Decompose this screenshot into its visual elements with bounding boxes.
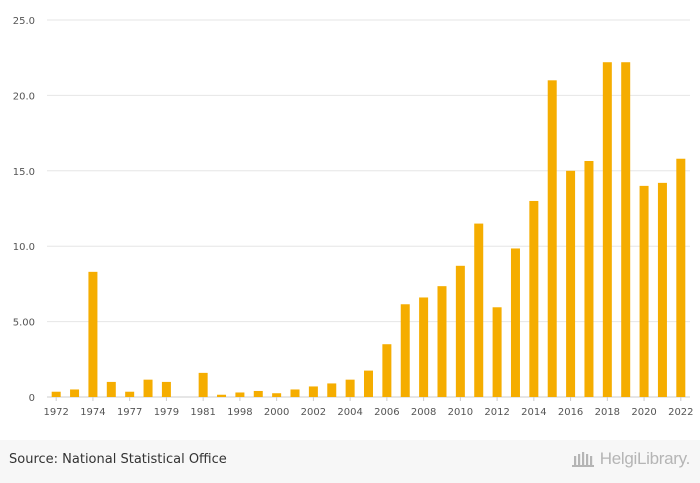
bar-2020[interactable]	[639, 185, 649, 397]
library-logo-icon	[571, 452, 594, 467]
bar-2015[interactable]	[547, 80, 557, 397]
bar-2021[interactable]	[657, 182, 667, 397]
x-tick-label: 2006	[374, 407, 399, 418]
y-tick-label: 10.0	[13, 242, 35, 253]
x-tick-label: 1979	[154, 407, 179, 418]
brand-name: HelgiLibrary.	[599, 449, 691, 468]
x-tick-label: 1972	[43, 407, 68, 418]
bar-2016[interactable]	[566, 170, 576, 397]
y-tick-label: 20.0	[13, 91, 35, 102]
bar-2009[interactable]	[437, 286, 447, 397]
bar-1977[interactable]	[125, 391, 135, 397]
bar-2002[interactable]	[308, 386, 318, 397]
bar-1976[interactable]	[106, 381, 116, 397]
x-axis-ticks: 1972 1974 1977 1979 1981 1998 2000 2002 2004 2006…	[43, 397, 694, 418]
x-tick-label: 2020	[631, 407, 656, 418]
bar-1972[interactable]	[51, 391, 61, 397]
x-tick-label: 1998	[227, 407, 252, 418]
bar-1981[interactable]	[198, 372, 208, 397]
x-tick-label: 2010	[448, 407, 473, 418]
bars	[51, 62, 686, 397]
bar-2005[interactable]	[364, 370, 373, 397]
bar-2012[interactable]	[492, 307, 502, 397]
y-tick-label: 5.00	[13, 318, 35, 329]
bar-2010[interactable]	[455, 265, 465, 397]
x-tick-label: 2012	[484, 407, 509, 418]
y-tick-label: 0	[29, 393, 35, 404]
bar-2004[interactable]	[345, 379, 355, 397]
chart-footer: Source: National Statistical Office Helg…	[0, 440, 700, 483]
bar-2000[interactable]	[272, 393, 282, 397]
bar-2008[interactable]	[419, 297, 429, 397]
bar-2006[interactable]	[382, 344, 392, 397]
x-tick-label: 2014	[521, 407, 546, 418]
bar-2011[interactable]	[474, 223, 484, 397]
gridlines	[47, 19, 690, 398]
x-tick-label: 2000	[264, 407, 289, 418]
x-tick-label: 1981	[190, 407, 215, 418]
bar-1974[interactable]	[88, 271, 98, 397]
bar-2022[interactable]	[676, 158, 686, 397]
bar-2018[interactable]	[602, 62, 612, 397]
bar-2013[interactable]	[510, 248, 520, 397]
x-tick-label: 2008	[411, 407, 436, 418]
x-tick-label: 2022	[668, 407, 693, 418]
bar-1982[interactable]	[217, 394, 227, 397]
bar-2019[interactable]	[621, 62, 631, 397]
helgilibrary-logo[interactable]: HelgiLibrary.	[571, 449, 691, 469]
bar-2017[interactable]	[584, 160, 594, 397]
bar-1979[interactable]	[161, 381, 171, 397]
y-tick-label: 15.0	[13, 167, 35, 178]
bar-1998[interactable]	[235, 392, 245, 397]
bar-2001[interactable]	[290, 389, 300, 397]
bar-2007[interactable]	[400, 304, 410, 397]
bar-1973[interactable]	[70, 389, 80, 397]
x-tick-label: 1977	[117, 407, 142, 418]
source-note: Source: National Statistical Office	[9, 452, 227, 467]
x-tick-label: 2016	[558, 407, 583, 418]
y-tick-label: 25.0	[13, 16, 35, 27]
bar-2014[interactable]	[529, 200, 539, 397]
bar-2003[interactable]	[327, 383, 337, 397]
x-tick-label: 2002	[301, 407, 326, 418]
x-tick-label: 2004	[337, 407, 362, 418]
x-tick-label: 2018	[595, 407, 620, 418]
x-tick-label: 1974	[80, 407, 105, 418]
bar-1999[interactable]	[253, 390, 263, 397]
bar-1978[interactable]	[143, 379, 153, 397]
y-axis-ticks: 0 5.00 10.0 15.0 20.0 25.0	[13, 16, 35, 404]
